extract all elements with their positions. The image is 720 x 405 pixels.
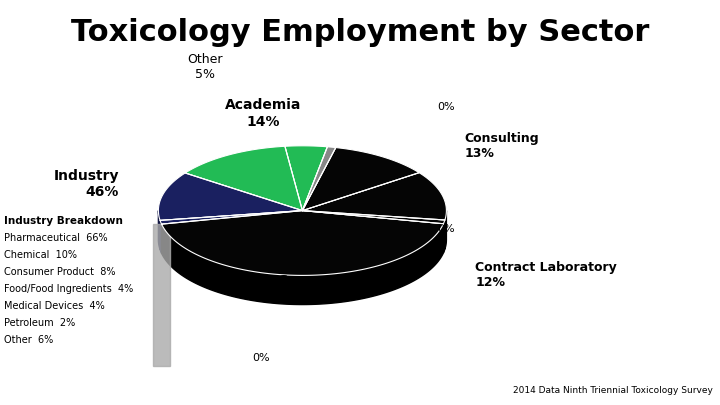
Text: Government
13%: Government 13% [277,273,364,302]
Polygon shape [302,147,336,211]
Polygon shape [160,220,161,253]
Polygon shape [161,224,444,305]
Text: Other  6%: Other 6% [4,335,53,345]
Text: Food/Food Ingredients  4%: Food/Food Ingredients 4% [4,284,133,294]
Text: 0%: 0% [252,354,269,363]
Text: Pharmaceutical  66%: Pharmaceutical 66% [4,233,107,243]
Polygon shape [158,173,302,220]
Text: Industry Breakdown: Industry Breakdown [4,216,122,226]
Text: Medical Devices  4%: Medical Devices 4% [4,301,104,311]
Text: 0%: 0% [437,224,454,234]
Polygon shape [302,173,446,220]
Polygon shape [445,211,446,249]
Polygon shape [185,146,302,211]
Text: Other
5%: Other 5% [187,53,223,81]
Polygon shape [302,211,445,224]
Text: Petroleum  2%: Petroleum 2% [4,318,75,328]
Text: Contract Laboratory
12%: Contract Laboratory 12% [475,261,617,290]
Polygon shape [285,146,328,211]
Text: Consulting
13%: Consulting 13% [464,132,539,160]
Text: Academia
14%: Academia 14% [225,98,301,128]
Polygon shape [153,224,170,366]
Text: Chemical  10%: Chemical 10% [4,250,76,260]
Text: Industry
46%: Industry 46% [53,169,119,199]
Text: 2014 Data Ninth Triennial Toxicology Survey: 2014 Data Ninth Triennial Toxicology Sur… [513,386,713,395]
Polygon shape [160,211,302,224]
Text: Consumer Product  8%: Consumer Product 8% [4,267,115,277]
Polygon shape [302,147,419,211]
Text: 0%: 0% [437,102,454,112]
Polygon shape [444,220,445,253]
Polygon shape [161,211,444,275]
Text: Toxicology Employment by Sector: Toxicology Employment by Sector [71,18,649,47]
Polygon shape [158,211,160,249]
